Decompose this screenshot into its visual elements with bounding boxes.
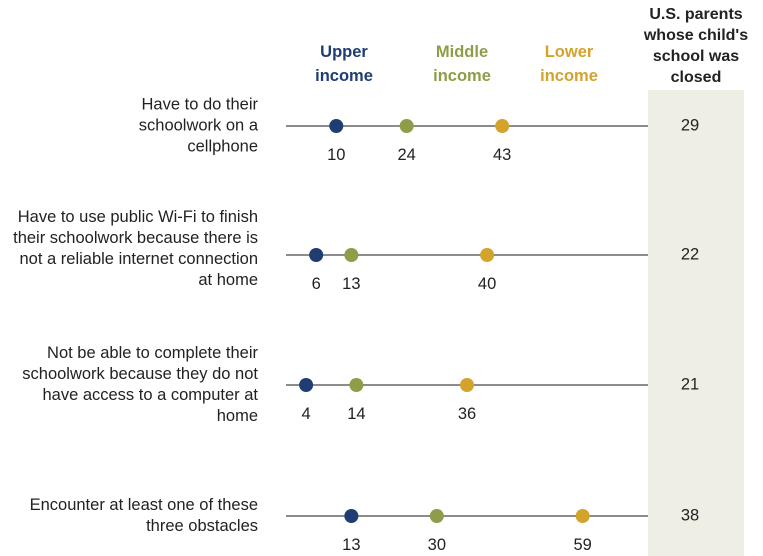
category-label: Encounter at least one of these three ob… [29,496,258,535]
dot [344,509,359,523]
dot [309,248,324,262]
dot [480,248,495,262]
category-label: Not be able to complete their schoolwork… [22,344,258,425]
dot [329,119,344,133]
legend-label: Upper income [315,43,373,85]
dot [575,509,590,523]
category-label: Have to do their schoolwork on a cellpho… [138,95,258,156]
dot [460,378,474,392]
dot [495,119,510,133]
value-label: 14 [347,405,366,423]
column-value: 29 [680,116,700,135]
column-header: U.S. parents whose child's school was cl… [643,6,749,86]
value-label: 43 [493,146,512,164]
value-label: 30 [427,536,447,554]
value-label: 36 [457,405,477,423]
dot [399,119,414,133]
column-value: 38 [680,506,700,525]
value-label: 13 [342,275,361,293]
value-label: 6 [311,275,321,293]
value-label: 40 [477,275,497,293]
legend-label: Lower income [540,43,598,85]
dot [349,378,364,392]
value-label: 13 [342,536,361,554]
legend-label: Middle income [433,43,491,85]
value-label: 59 [573,536,592,554]
column-value: 22 [680,245,700,264]
category-label: Have to use public Wi-Fi to finish their… [13,208,258,289]
value-label: 4 [301,405,311,423]
column-value: 21 [680,375,700,394]
value-label: 10 [327,146,346,164]
column-background [648,90,744,556]
dot [429,509,444,523]
dot [344,248,359,262]
value-label: 24 [397,146,416,164]
dot [299,378,314,392]
